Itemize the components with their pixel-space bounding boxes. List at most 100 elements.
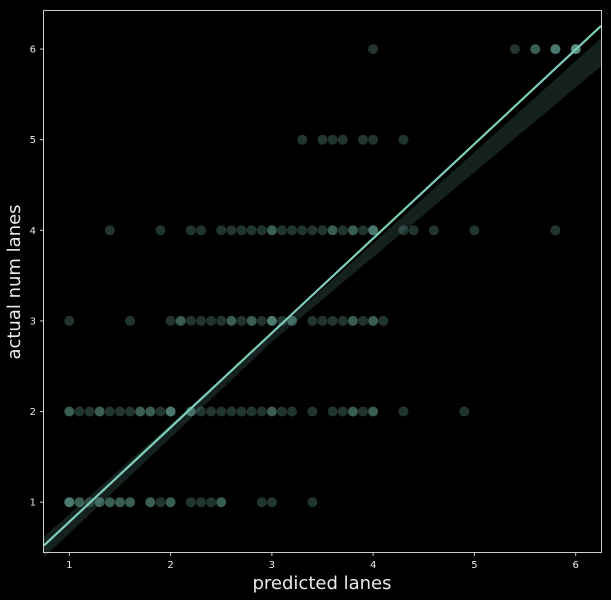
data-point [145, 497, 156, 508]
data-point [64, 497, 75, 508]
data-point [185, 315, 196, 326]
x-tick-label: 6 [572, 560, 578, 571]
data-point [256, 225, 267, 236]
data-point [165, 406, 176, 417]
data-point [64, 315, 75, 326]
data-point [347, 225, 358, 236]
data-point [64, 497, 75, 508]
y-tick-label: 4 [30, 226, 36, 237]
data-point [398, 406, 409, 417]
data-point [104, 497, 115, 508]
data-point [287, 315, 298, 326]
data-point [368, 315, 379, 326]
data-point [206, 406, 217, 417]
data-point [246, 406, 257, 417]
data-point [530, 44, 541, 55]
data-point [327, 225, 338, 236]
data-point [368, 406, 379, 417]
data-point [185, 225, 196, 236]
data-point [347, 315, 358, 326]
data-point [135, 406, 146, 417]
data-point [74, 406, 85, 417]
y-tick-label: 2 [30, 407, 36, 418]
data-point [135, 406, 146, 417]
data-point [287, 225, 298, 236]
data-point [185, 497, 196, 508]
data-point [64, 406, 75, 417]
data-point [368, 134, 379, 145]
data-point [509, 44, 520, 55]
data-point [337, 315, 348, 326]
data-point [469, 225, 480, 236]
data-point [64, 406, 75, 417]
data-point [165, 497, 176, 508]
data-point [307, 406, 318, 417]
data-point [307, 497, 318, 508]
data-point [368, 315, 379, 326]
data-point [155, 497, 166, 508]
data-point [266, 315, 277, 326]
regression-line [43, 25, 602, 547]
data-point [226, 315, 237, 326]
data-point [236, 406, 247, 417]
data-point [277, 315, 287, 326]
data-point [358, 406, 368, 417]
data-point [206, 315, 217, 326]
data-point [125, 497, 136, 508]
data-point [216, 497, 227, 508]
data-point [428, 225, 439, 236]
data-point [115, 497, 125, 508]
y-tick-label: 5 [30, 135, 36, 146]
x-tick-label: 1 [66, 560, 72, 571]
data-point [115, 497, 125, 508]
data-point [64, 497, 75, 508]
data-point [297, 225, 308, 236]
data-point [165, 497, 176, 508]
data-point [256, 497, 267, 508]
x-tick-label: 5 [471, 560, 477, 571]
data-point [550, 44, 561, 55]
data-point [84, 406, 95, 417]
data-point [185, 406, 196, 417]
data-point [337, 406, 348, 417]
x-tick-label: 4 [370, 560, 376, 571]
data-point [347, 406, 358, 417]
data-point [317, 225, 328, 236]
data-point [297, 134, 308, 145]
data-point [378, 315, 389, 326]
data-point [216, 225, 227, 236]
data-point [125, 497, 136, 508]
data-point [368, 225, 379, 236]
y-tick-label: 1 [30, 498, 36, 509]
data-point [550, 225, 561, 236]
data-point [196, 497, 206, 508]
data-point [266, 225, 277, 236]
data-point [256, 406, 267, 417]
data-point [196, 315, 206, 326]
data-point [287, 315, 298, 326]
data-point [398, 225, 409, 236]
data-point [125, 315, 136, 326]
data-point [226, 406, 237, 417]
data-point [358, 134, 368, 145]
data-point [216, 497, 227, 508]
data-point [206, 497, 217, 508]
data-point [104, 497, 115, 508]
data-point [277, 406, 287, 417]
x-tick-label: 2 [167, 560, 173, 571]
data-point [327, 225, 338, 236]
data-point [226, 315, 237, 326]
data-point [368, 225, 379, 236]
data-point [550, 44, 561, 55]
data-point [246, 315, 257, 326]
data-point [368, 225, 379, 236]
data-point [104, 406, 115, 417]
data-point [165, 315, 176, 326]
confidence-band [44, 38, 601, 558]
data-point [266, 225, 277, 236]
x-axis-label: predicted lanes [253, 573, 392, 594]
data-point [266, 497, 277, 508]
data-point [94, 406, 105, 417]
